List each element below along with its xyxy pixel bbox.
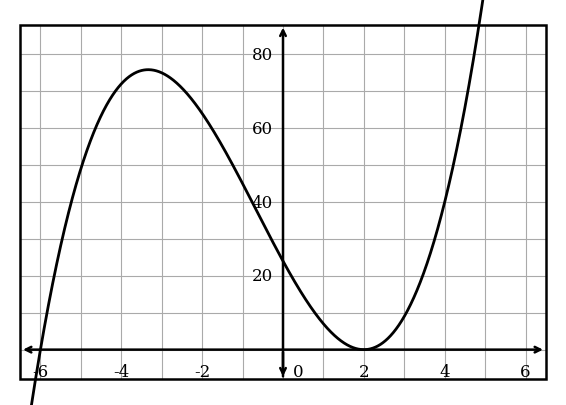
Text: 4: 4 bbox=[439, 362, 450, 379]
Text: 0: 0 bbox=[293, 362, 304, 379]
Text: -6: -6 bbox=[32, 362, 49, 379]
Text: 20: 20 bbox=[252, 268, 273, 285]
Text: 2: 2 bbox=[358, 362, 369, 379]
Text: 60: 60 bbox=[252, 120, 273, 137]
Text: 40: 40 bbox=[252, 194, 273, 211]
Text: -2: -2 bbox=[194, 362, 210, 379]
Text: 6: 6 bbox=[520, 362, 531, 379]
Text: 80: 80 bbox=[252, 47, 273, 64]
Text: -4: -4 bbox=[113, 362, 130, 379]
